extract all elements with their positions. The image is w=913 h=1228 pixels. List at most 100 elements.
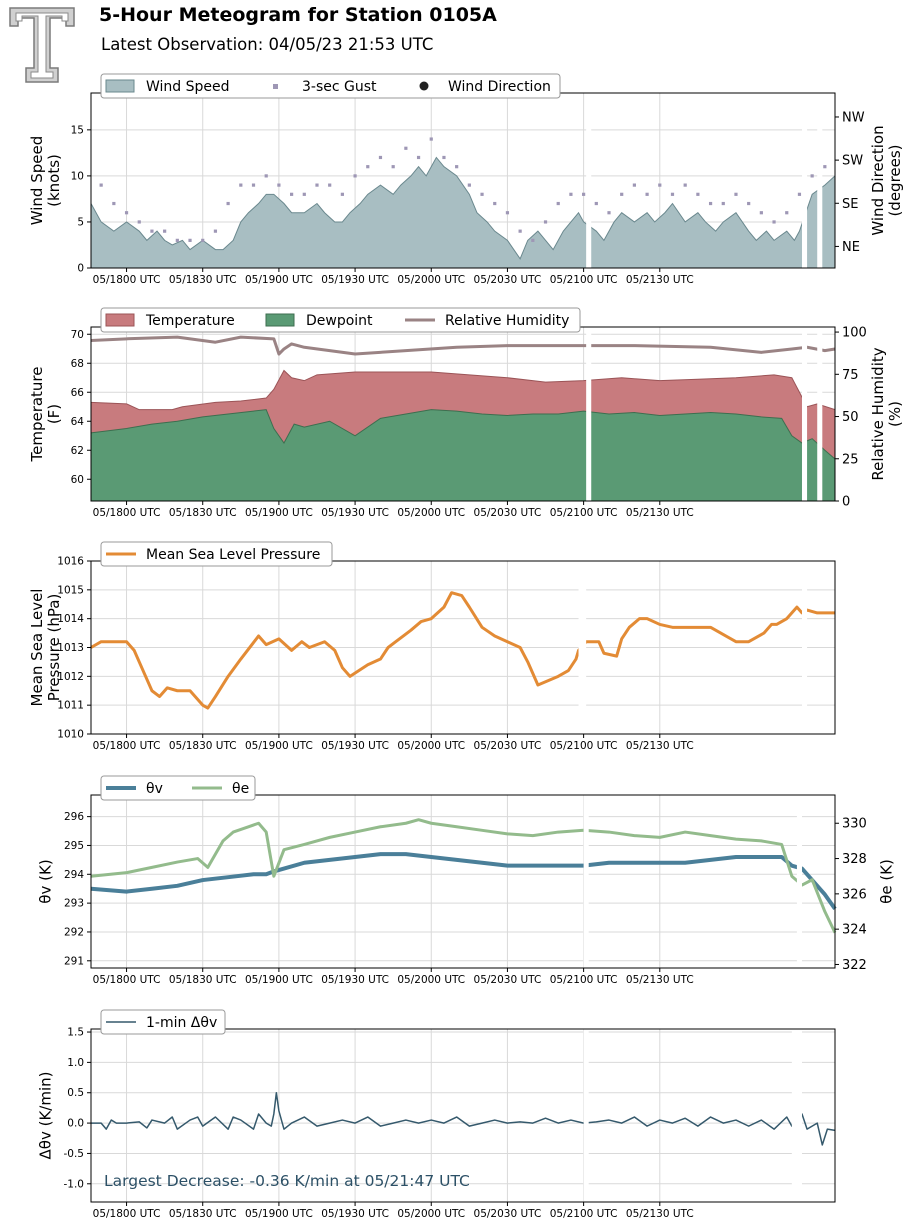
gust-point <box>810 174 814 178</box>
legend-label: Relative Humidity <box>445 313 569 329</box>
x-tick-label: 05/1930 UTC <box>321 740 389 752</box>
gust-point <box>747 201 751 206</box>
gust-point <box>582 192 586 196</box>
y2-axis-label-line: (degrees) <box>886 144 904 216</box>
gust-point <box>759 211 763 215</box>
series-dewpoint <box>91 409 835 501</box>
panel-temp: 05/1800 UTC 05/1830 UTC 05/1900 UTC 05/1930… <box>28 307 904 519</box>
gust-point <box>683 183 687 187</box>
y-tick-label: 0 <box>77 263 84 275</box>
gust-point <box>721 201 725 206</box>
x-tick-label: 05/2100 UTC <box>550 740 618 752</box>
gust-point <box>251 183 256 187</box>
x-tick-label: 05/2100 UTC <box>550 974 618 986</box>
gust-point <box>416 155 421 160</box>
legend-temp: Temperature Dewpoint Relative Humidity <box>100 307 581 333</box>
data-gap <box>817 93 823 268</box>
data-gap <box>578 561 587 734</box>
y2-tick-label: 100 <box>842 326 867 341</box>
gust-point <box>467 183 471 187</box>
y-axis-label: θv (K) <box>37 859 55 903</box>
x-tick-label: 05/1800 UTC <box>93 507 161 519</box>
y-tick-label: 62 <box>71 445 84 457</box>
x-tick-label: 05/2130 UTC <box>626 740 694 752</box>
gust-point <box>645 192 649 196</box>
y-tick-label: 296 <box>64 811 84 823</box>
y2-axis-label-line: Relative Humidity <box>869 347 887 480</box>
y-tick-label: 1016 <box>57 556 84 568</box>
gust-point <box>340 192 344 196</box>
panel-theta: 05/1800 UTC 05/1830 UTC 05/1900 UTC 05/1930… <box>37 775 896 986</box>
y-tick-label: 64 <box>71 416 85 428</box>
data-gap <box>583 795 589 968</box>
y-axis-label-line: Pressure (hPa) <box>45 594 63 702</box>
x-tick-label: 05/1830 UTC <box>169 740 237 752</box>
y-tick-label: 66 <box>71 387 85 399</box>
legend-box <box>100 541 333 567</box>
x-tick-label: 05/2030 UTC <box>474 1208 542 1220</box>
gust-point <box>112 201 116 206</box>
data-gap <box>801 327 808 501</box>
panel-dtheta: 05/1800 UTC 05/1830 UTC 05/1900 UTC 05/1930… <box>37 1009 836 1220</box>
x-tick-label: 05/1930 UTC <box>321 507 389 519</box>
legend-entry: θe <box>192 781 249 797</box>
x-tick-label: 05/2100 UTC <box>550 507 618 519</box>
largest-decrease-annotation: Largest Decrease: -0.36 K/min at 05/21:4… <box>104 1172 470 1190</box>
legend-entry: Relative Humidity <box>405 313 569 329</box>
legend-entry: Dewpoint <box>265 313 373 329</box>
gust-point <box>569 192 573 196</box>
y-tick-label: 60 <box>71 474 84 486</box>
y-tick-label: 1.5 <box>67 1027 84 1039</box>
legend-box <box>100 775 256 801</box>
legend-dtheta: 1-min Δθv <box>100 1009 226 1035</box>
data-gap <box>583 1029 589 1202</box>
series-dewpoint-edge <box>90 409 836 460</box>
legend-label: 3-sec Gust <box>302 79 377 95</box>
data-gap <box>817 327 823 501</box>
gust-point <box>556 201 560 206</box>
y-tick-label: 293 <box>64 898 84 910</box>
gust-point <box>607 211 611 215</box>
y-tick-label: 292 <box>64 926 84 938</box>
gust-point <box>505 211 510 215</box>
legend-entry: 3-sec Gust <box>273 79 377 95</box>
x-tick-label: 05/1830 UTC <box>169 507 237 519</box>
x-tick-label: 05/1930 UTC <box>321 974 389 986</box>
legend-label: Dewpoint <box>306 313 373 329</box>
x-tick-label: 05/2130 UTC <box>626 974 694 986</box>
x-tick-label: 05/2030 UTC <box>474 507 542 519</box>
y-axis-label: Mean Sea Level Pressure (hPa) <box>28 589 63 707</box>
x-tick-label: 05/2130 UTC <box>626 507 694 519</box>
series-mean-sea-level-pressure <box>90 591 835 710</box>
x-tick-label: 05/2130 UTC <box>626 1208 694 1220</box>
series--v <box>90 852 837 911</box>
gust-point <box>264 174 268 178</box>
x-tick-label: 05/2000 UTC <box>397 507 465 519</box>
gust-point <box>823 165 827 169</box>
panel-mslp: 05/1800 UTC 05/1830 UTC 05/1900 UTC 05/1930… <box>28 541 836 752</box>
gust-point <box>213 229 218 233</box>
series-1-min-v <box>91 1091 836 1146</box>
gust-point <box>708 201 713 206</box>
legend-mslp: Mean Sea Level Pressure <box>100 541 333 567</box>
series-wind-speed-edge <box>90 156 836 260</box>
legend-box <box>100 307 581 333</box>
x-tick-label: 05/2000 UTC <box>397 1208 465 1220</box>
gust-point <box>226 201 230 206</box>
x-tick-label: 05/1800 UTC <box>93 740 161 752</box>
series-3-sec-gust <box>99 137 827 242</box>
legend-swatch-gust <box>273 84 278 89</box>
plot-frame <box>90 794 836 969</box>
y2-tick-label: 328 <box>842 852 867 867</box>
legend-theta: θv θe <box>100 775 256 801</box>
legend-label: Wind Speed <box>146 79 230 95</box>
x-tick-label: 05/1830 UTC <box>169 1208 237 1220</box>
y-axis-label-line: Mean Sea Level <box>28 589 46 707</box>
x-tick-label: 05/1830 UTC <box>169 974 237 986</box>
gust-point <box>785 211 789 215</box>
legend-label: θe <box>232 781 249 797</box>
gust-point <box>378 155 383 160</box>
gust-point <box>658 183 662 187</box>
y-tick-label: 1.0 <box>67 1057 84 1069</box>
x-tick-label: 05/1900 UTC <box>245 740 313 752</box>
